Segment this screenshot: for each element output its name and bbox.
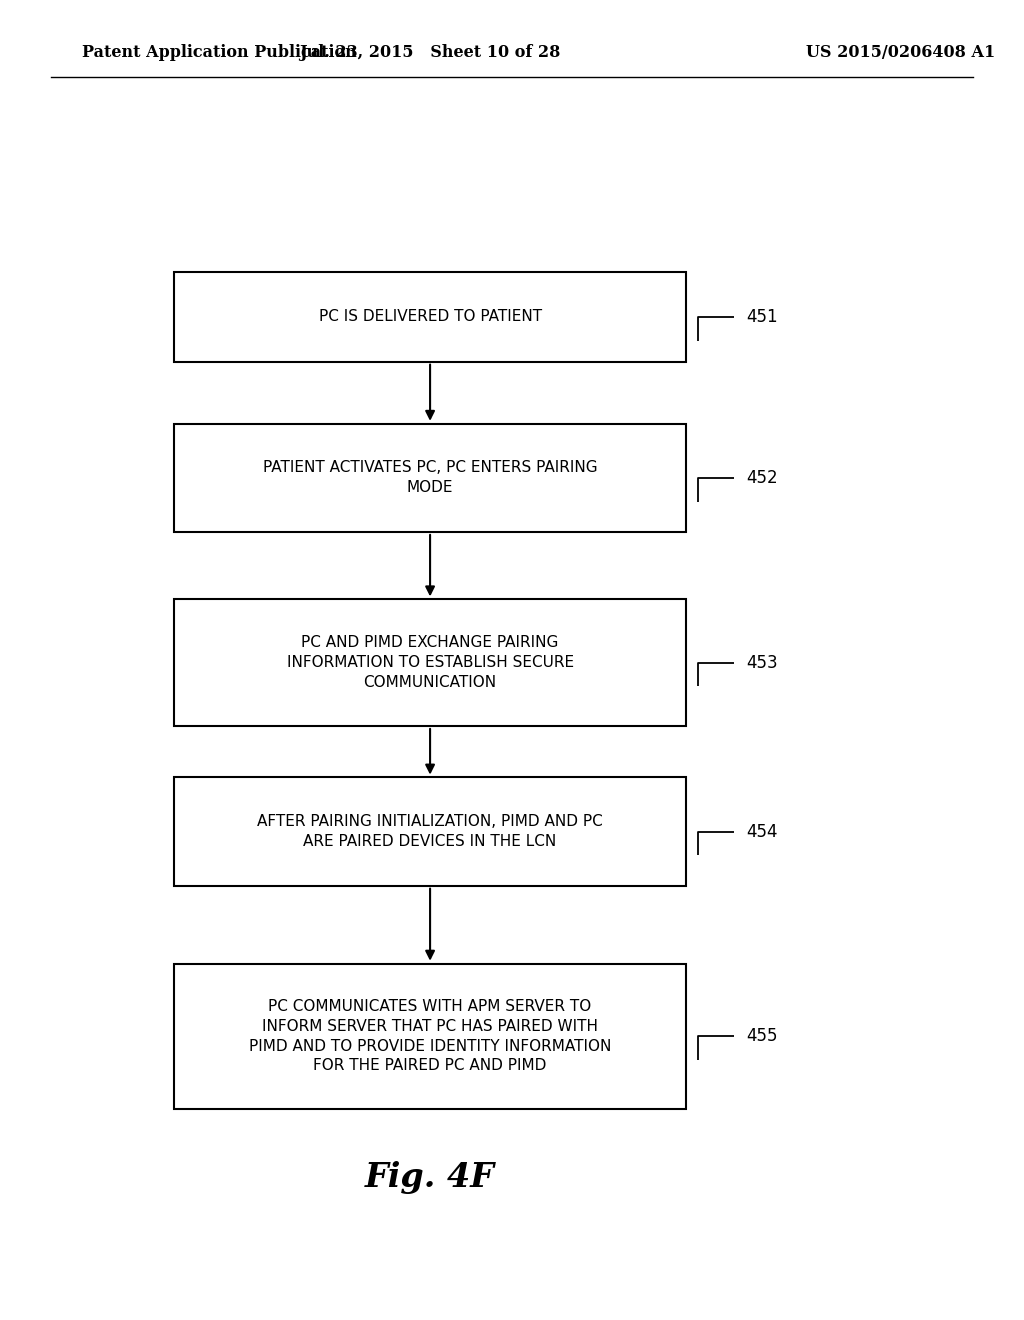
FancyBboxPatch shape	[174, 272, 686, 362]
Text: Patent Application Publication: Patent Application Publication	[82, 45, 356, 61]
Text: 452: 452	[746, 469, 778, 487]
FancyBboxPatch shape	[174, 424, 686, 532]
Text: PC IS DELIVERED TO PATIENT: PC IS DELIVERED TO PATIENT	[318, 309, 542, 325]
FancyBboxPatch shape	[174, 777, 686, 886]
Text: AFTER PAIRING INITIALIZATION, PIMD AND PC
ARE PAIRED DEVICES IN THE LCN: AFTER PAIRING INITIALIZATION, PIMD AND P…	[257, 814, 603, 849]
Text: 451: 451	[746, 308, 778, 326]
Text: 453: 453	[746, 653, 778, 672]
FancyBboxPatch shape	[174, 599, 686, 726]
Text: PC AND PIMD EXCHANGE PAIRING
INFORMATION TO ESTABLISH SECURE
COMMUNICATION: PC AND PIMD EXCHANGE PAIRING INFORMATION…	[287, 635, 573, 690]
Text: Jul. 23, 2015   Sheet 10 of 28: Jul. 23, 2015 Sheet 10 of 28	[299, 45, 561, 61]
FancyBboxPatch shape	[174, 964, 686, 1109]
Text: PC COMMUNICATES WITH APM SERVER TO
INFORM SERVER THAT PC HAS PAIRED WITH
PIMD AN: PC COMMUNICATES WITH APM SERVER TO INFOR…	[249, 999, 611, 1073]
Text: PATIENT ACTIVATES PC, PC ENTERS PAIRING
MODE: PATIENT ACTIVATES PC, PC ENTERS PAIRING …	[263, 461, 597, 495]
Text: US 2015/0206408 A1: US 2015/0206408 A1	[807, 45, 995, 61]
Text: 454: 454	[746, 822, 778, 841]
Text: 455: 455	[746, 1027, 778, 1045]
Text: Fig. 4F: Fig. 4F	[366, 1162, 495, 1193]
